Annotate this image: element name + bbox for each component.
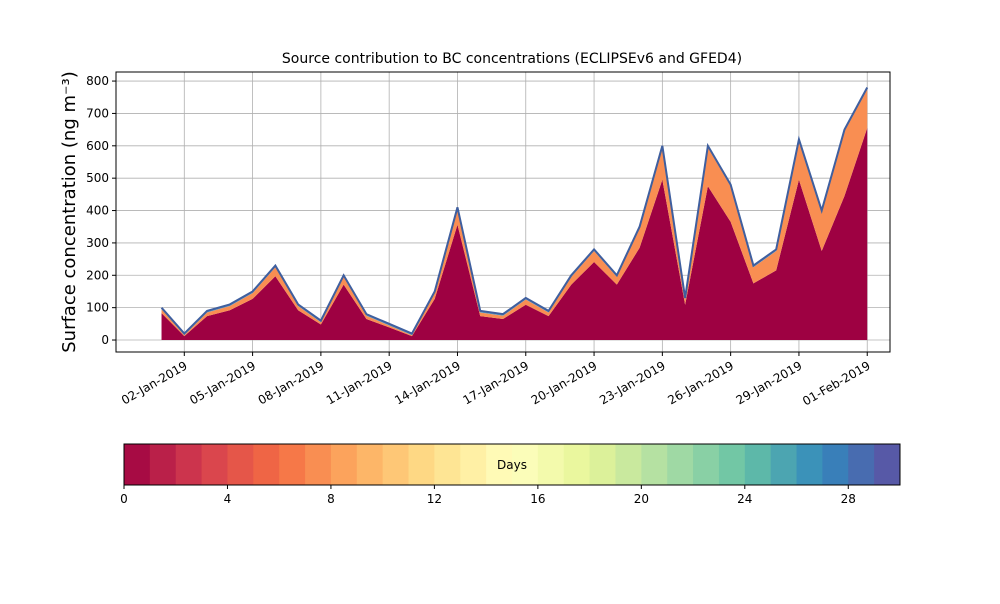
colorbar-tick-label: 28 <box>841 492 856 506</box>
y-tick-label: 600 <box>86 139 109 153</box>
x-tick-label: 02-Jan-2019 <box>119 358 190 407</box>
x-tick-label: 11-Jan-2019 <box>324 358 395 407</box>
colorbar-cell <box>822 444 849 485</box>
colorbar-cell <box>770 444 798 485</box>
colorbar-label: Days <box>497 458 527 472</box>
colorbar-cell <box>563 444 591 485</box>
x-tick-label: 05-Jan-2019 <box>187 358 258 407</box>
x-tick-label: 08-Jan-2019 <box>256 358 327 407</box>
y-tick-label: 700 <box>86 106 109 120</box>
colorbar-cell <box>693 444 720 485</box>
colorbar-cell <box>330 444 358 485</box>
colorbar-cell <box>641 444 668 485</box>
colorbar-cell <box>667 444 694 485</box>
colorbar-cell <box>848 444 875 485</box>
colorbar-cell <box>718 444 746 485</box>
plot-frame <box>115 71 891 353</box>
y-axis-label: Surface concentration (ng m⁻³) <box>59 71 80 353</box>
colorbar-cell <box>253 444 280 485</box>
colorbar-cell <box>460 444 487 485</box>
colorbar-frame <box>123 443 901 486</box>
colorbar-cell <box>305 444 332 485</box>
colorbar-cell <box>175 444 203 485</box>
x-tick-label: 20-Jan-2019 <box>529 358 600 407</box>
x-tick-label: 23-Jan-2019 <box>597 358 668 407</box>
y-tick-label: 0 <box>101 333 109 347</box>
colorbar-tick-label: 16 <box>530 492 545 506</box>
colorbar-cell <box>486 444 513 485</box>
x-tick-label: 14-Jan-2019 <box>392 358 463 407</box>
colorbar-cell <box>589 444 616 485</box>
area-layer <box>161 89 868 337</box>
colorbar-cell <box>512 444 539 485</box>
colorbar-cell <box>382 444 410 485</box>
x-tick-label: 29-Jan-2019 <box>734 358 805 407</box>
colorbar-cell <box>434 444 461 485</box>
colorbar-cell <box>874 444 901 485</box>
y-tick-label: 300 <box>86 236 109 250</box>
colorbar-cell <box>796 444 823 485</box>
colorbar-cell <box>124 444 151 485</box>
x-tick-label: 26-Jan-2019 <box>665 358 736 407</box>
colorbar-cell <box>615 444 642 485</box>
colorbar-cell <box>201 444 228 485</box>
y-tick-label: 500 <box>86 171 109 185</box>
y-tick-label: 800 <box>86 74 109 88</box>
x-tick-label: 01-Feb-2019 <box>800 358 873 408</box>
colorbar-tick-label: 4 <box>224 492 232 506</box>
colorbar-cell <box>744 444 772 485</box>
colorbar-tick-label: 8 <box>327 492 335 506</box>
colorbar-cell <box>408 444 435 485</box>
x-tick-label: 17-Jan-2019 <box>460 358 531 407</box>
area-layer <box>161 128 868 341</box>
colorbar-tick-label: 24 <box>737 492 752 506</box>
colorbar-tick-label: 0 <box>120 492 128 506</box>
colorbar-cell <box>149 444 177 485</box>
total-line <box>160 87 869 336</box>
y-tick-label: 100 <box>86 301 109 315</box>
chart-title: Source contribution to BC concentrations… <box>282 51 742 67</box>
colorbar-cell <box>279 444 306 485</box>
y-tick-label: 400 <box>86 204 109 218</box>
colorbar-tick-label: 20 <box>634 492 649 506</box>
colorbar-tick-label: 12 <box>427 492 442 506</box>
colorbar-cell <box>537 444 565 485</box>
colorbar-cell <box>227 444 254 485</box>
colorbar-cell <box>356 444 384 485</box>
y-tick-label: 200 <box>86 268 109 282</box>
